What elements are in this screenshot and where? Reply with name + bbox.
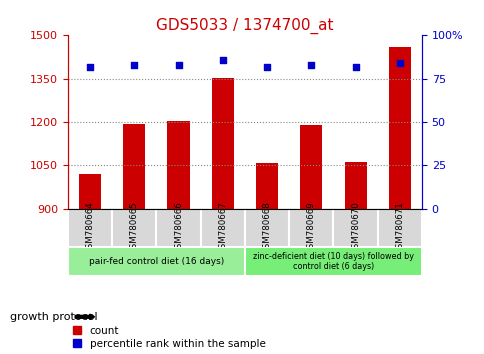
Bar [112,209,156,247]
Point [174,62,182,68]
Bar [123,124,145,209]
Point [218,57,226,62]
Bar [156,209,200,247]
Bar [300,125,322,209]
Text: GSM780668: GSM780668 [262,201,271,254]
Bar [256,163,277,209]
Bar [212,78,233,209]
Text: zinc-deficient diet (10 days) followed by
control diet (6 days): zinc-deficient diet (10 days) followed b… [253,252,413,271]
Point [395,60,403,66]
Text: GSM780670: GSM780670 [350,201,359,254]
Text: GSM780669: GSM780669 [306,201,315,254]
Bar [344,162,366,209]
Point [307,62,315,68]
Bar [244,209,288,247]
Point [263,64,271,69]
Bar [288,209,333,247]
Point [130,62,138,68]
Bar [167,121,189,209]
Point [86,64,94,69]
Text: GSM780665: GSM780665 [130,201,138,254]
Text: GSM780671: GSM780671 [394,201,404,254]
Title: GDS5033 / 1374700_at: GDS5033 / 1374700_at [156,18,333,34]
Text: pair-fed control diet (16 days): pair-fed control diet (16 days) [89,257,224,266]
Bar [79,174,101,209]
Bar [388,47,410,209]
Point [351,64,359,69]
Text: GSM780664: GSM780664 [85,201,94,254]
Bar [200,209,244,247]
Bar [68,247,244,276]
Bar [333,209,377,247]
Bar [244,247,421,276]
Bar [377,209,421,247]
Bar [68,209,112,247]
Legend: count, percentile rank within the sample: count, percentile rank within the sample [73,326,265,349]
Text: growth protocol: growth protocol [10,312,97,322]
Text: GSM780667: GSM780667 [218,201,227,254]
Text: GSM780666: GSM780666 [174,201,182,254]
